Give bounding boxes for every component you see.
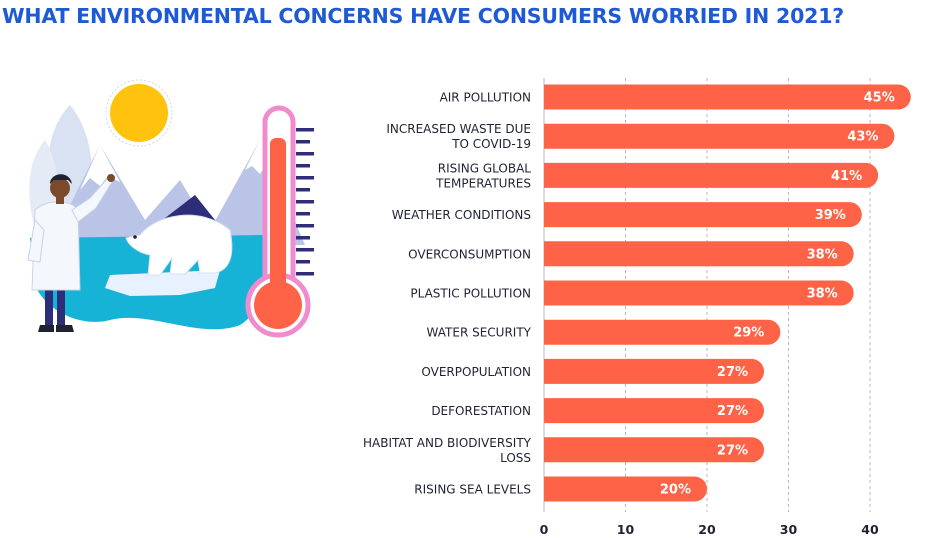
bar-value-label: 38% xyxy=(807,287,838,302)
bar xyxy=(544,398,765,424)
bar-value-label: 20% xyxy=(660,483,691,498)
bar-value-label: 43% xyxy=(847,130,878,145)
bar-value-label: 29% xyxy=(733,326,764,341)
mountain-shape xyxy=(50,140,305,245)
bar xyxy=(544,202,862,228)
thermometer-icon xyxy=(245,105,314,338)
x-tick-label: 20 xyxy=(698,522,716,537)
category-label: WATER SECURITY xyxy=(427,326,532,340)
category-label: HABITAT AND BIODIVERSITY xyxy=(363,436,532,450)
category-label: OVERPOPULATION xyxy=(421,365,531,379)
bar xyxy=(544,358,765,384)
scientist-figure xyxy=(27,174,115,332)
bar xyxy=(544,123,895,149)
bar xyxy=(544,437,765,463)
category-label: OVERCONSUMPTION xyxy=(408,247,531,261)
sun-icon xyxy=(105,79,173,147)
bar-value-label: 45% xyxy=(864,91,895,106)
bar-value-label: 27% xyxy=(717,443,748,458)
bar xyxy=(544,241,854,267)
category-label: WEATHER CONDITIONS xyxy=(392,208,531,222)
x-tick-label: 30 xyxy=(780,522,798,537)
category-label: TO COVID-19 xyxy=(451,137,531,151)
mountain-shape xyxy=(80,145,120,190)
category-label: AIR POLLUTION xyxy=(440,91,531,105)
category-label: INCREASED WASTE DUE xyxy=(386,122,531,136)
category-label: RISING GLOBAL xyxy=(438,161,532,175)
category-label: RISING SEA LEVELS xyxy=(414,483,531,497)
x-tick-label: 10 xyxy=(617,522,635,537)
bar xyxy=(544,280,854,306)
category-label: LOSS xyxy=(500,451,531,465)
bar xyxy=(544,476,707,502)
chart-title: WHAT ENVIRONMENTAL CONCERNS HAVE CONSUME… xyxy=(2,4,844,28)
bar-value-label: 27% xyxy=(717,365,748,380)
category-label: PLASTIC POLLUTION xyxy=(410,287,531,301)
polar-bear-icon xyxy=(125,214,233,276)
x-tick-label: 0 xyxy=(540,522,549,537)
bar-value-label: 27% xyxy=(717,404,748,419)
x-tick-label: 40 xyxy=(861,522,879,537)
category-label: DEFORESTATION xyxy=(431,404,531,418)
bar xyxy=(544,319,781,345)
bar-value-label: 39% xyxy=(815,208,846,223)
ice-floe xyxy=(105,270,220,296)
climate-illustration xyxy=(27,79,314,338)
bar-value-label: 41% xyxy=(831,169,862,184)
bar-value-label: 38% xyxy=(807,247,838,262)
category-label: TEMPERATURES xyxy=(435,176,531,190)
bar xyxy=(544,162,879,188)
bar xyxy=(544,84,911,110)
sun-icon xyxy=(110,84,168,142)
